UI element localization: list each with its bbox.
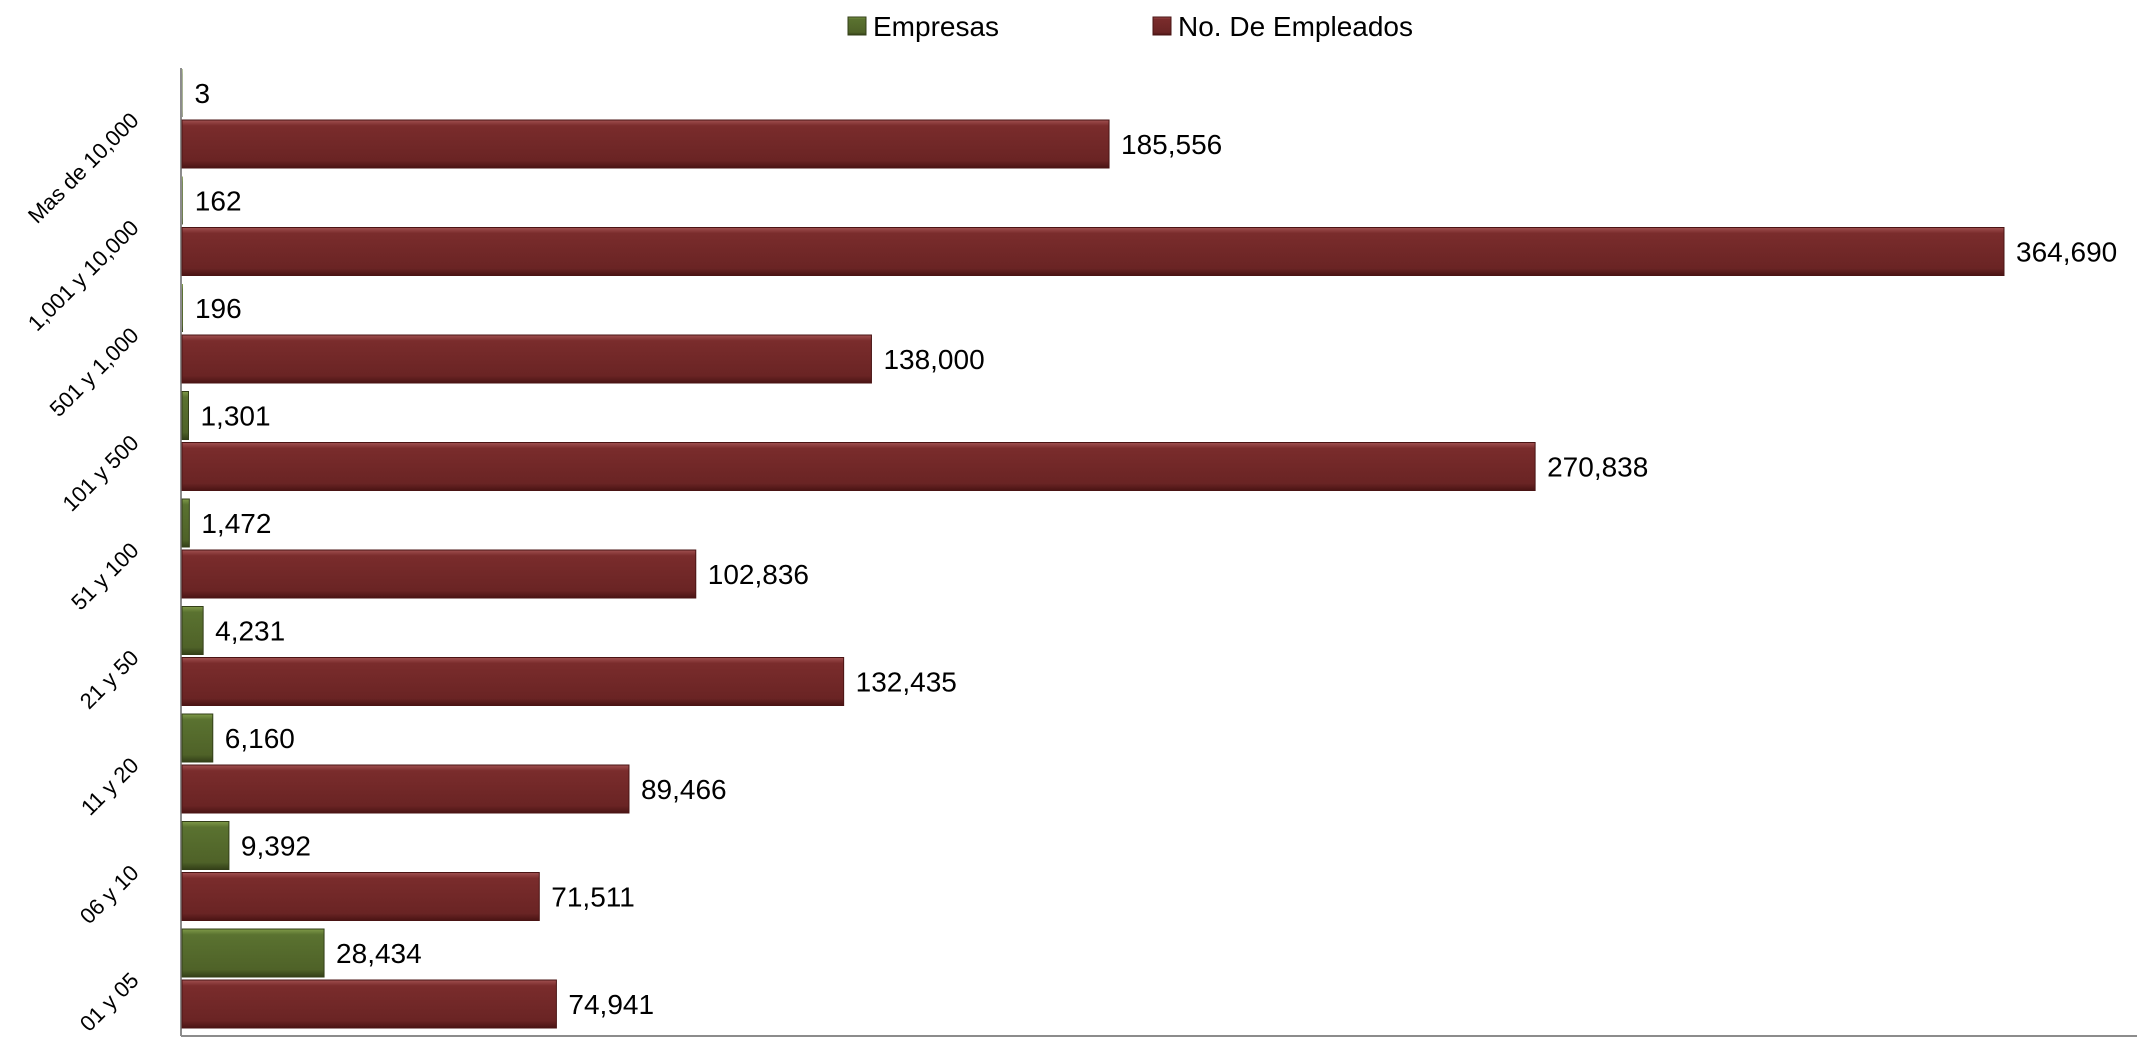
bar-empresas-51-y-100 bbox=[181, 498, 190, 548]
legend-label-empleados: No. De Empleados bbox=[1178, 11, 1413, 42]
bar-no-de-empleados-1-001-y-10-000 bbox=[181, 227, 2005, 276]
bar-empresas-21-y-50 bbox=[181, 606, 204, 655]
bar-no-de-empleados-01-y-05 bbox=[181, 979, 557, 1029]
category-label-01-y-05: 01 y 05 bbox=[75, 968, 144, 1037]
bar-no-de-empleados-51-y-100 bbox=[181, 549, 697, 599]
bars-layer bbox=[181, 69, 2005, 1029]
category-label-06-y-10: 06 y 10 bbox=[75, 860, 144, 929]
bar-empresas-11-y-20 bbox=[181, 713, 214, 763]
category-label-1-001-y-10-000: 1,001 y 10,000 bbox=[23, 215, 144, 336]
bar-empresas-101-y-500 bbox=[181, 391, 189, 440]
category-label-101-y-500: 101 y 500 bbox=[58, 430, 144, 516]
category-label-mas-de-10-000: Mas de 10,000 bbox=[23, 108, 144, 229]
legend-swatch-empleados bbox=[1152, 16, 1172, 36]
category-label-11-y-20: 11 y 20 bbox=[76, 753, 144, 821]
data-label-empresas-101-y-500: 1,301 bbox=[200, 401, 270, 432]
bar-empresas-501-y-1-000 bbox=[182, 284, 183, 332]
data-label-empresas-mas-de-10-000: 3 bbox=[195, 78, 211, 109]
data-label-no-de-empleados-11-y-20: 89,466 bbox=[641, 774, 727, 805]
category-label-501-y-1-000: 501 y 1,000 bbox=[45, 323, 144, 422]
data-label-empresas-11-y-20: 6,160 bbox=[225, 723, 295, 754]
data-label-no-de-empleados-mas-de-10-000: 185,556 bbox=[1121, 129, 1222, 160]
data-label-no-de-empleados-01-y-05: 74,941 bbox=[568, 989, 654, 1020]
legend-label-empresas: Empresas bbox=[873, 11, 999, 42]
bar-empresas-mas-de-10-000 bbox=[182, 69, 183, 117]
bar-no-de-empleados-mas-de-10-000 bbox=[181, 119, 1110, 169]
bar-no-de-empleados-21-y-50 bbox=[181, 657, 845, 706]
bar-empresas-01-y-05 bbox=[181, 928, 325, 978]
category-label-21-y-50: 21 y 50 bbox=[75, 645, 144, 714]
data-label-empresas-501-y-1-000: 196 bbox=[195, 293, 242, 324]
bar-no-de-empleados-11-y-20 bbox=[181, 764, 630, 814]
data-label-empresas-1-001-y-10-000: 162 bbox=[195, 186, 242, 217]
bar-empresas-1-001-y-10-000 bbox=[182, 176, 183, 225]
legend: Empresas No. De Empleados bbox=[847, 11, 1413, 42]
data-label-empresas-21-y-50: 4,231 bbox=[215, 616, 285, 647]
bar-no-de-empleados-101-y-500 bbox=[181, 442, 1536, 491]
data-labels-layer: 3 185,556 162 364,690 196 138,000 1,301 270,838… bbox=[195, 78, 2118, 1020]
category-label-51-y-100: 51 y 100 bbox=[66, 538, 143, 615]
data-label-no-de-empleados-51-y-100: 102,836 bbox=[708, 559, 809, 590]
bar-empresas-06-y-10 bbox=[181, 821, 230, 870]
data-label-no-de-empleados-06-y-10: 71,511 bbox=[551, 882, 635, 913]
data-label-no-de-empleados-501-y-1-000: 138,000 bbox=[883, 344, 984, 375]
legend-swatch-empresas bbox=[847, 16, 867, 36]
data-label-empresas-06-y-10: 9,392 bbox=[241, 831, 311, 862]
bar-no-de-empleados-06-y-10 bbox=[181, 872, 540, 921]
data-label-no-de-empleados-101-y-500: 270,838 bbox=[1547, 452, 1648, 483]
data-label-no-de-empleados-1-001-y-10-000: 364,690 bbox=[2016, 237, 2117, 268]
data-label-empresas-51-y-100: 1,472 bbox=[201, 508, 271, 539]
data-label-no-de-empleados-21-y-50: 132,435 bbox=[856, 667, 957, 698]
data-label-empresas-01-y-05: 28,434 bbox=[336, 938, 422, 969]
bar-no-de-empleados-501-y-1-000 bbox=[181, 334, 872, 384]
